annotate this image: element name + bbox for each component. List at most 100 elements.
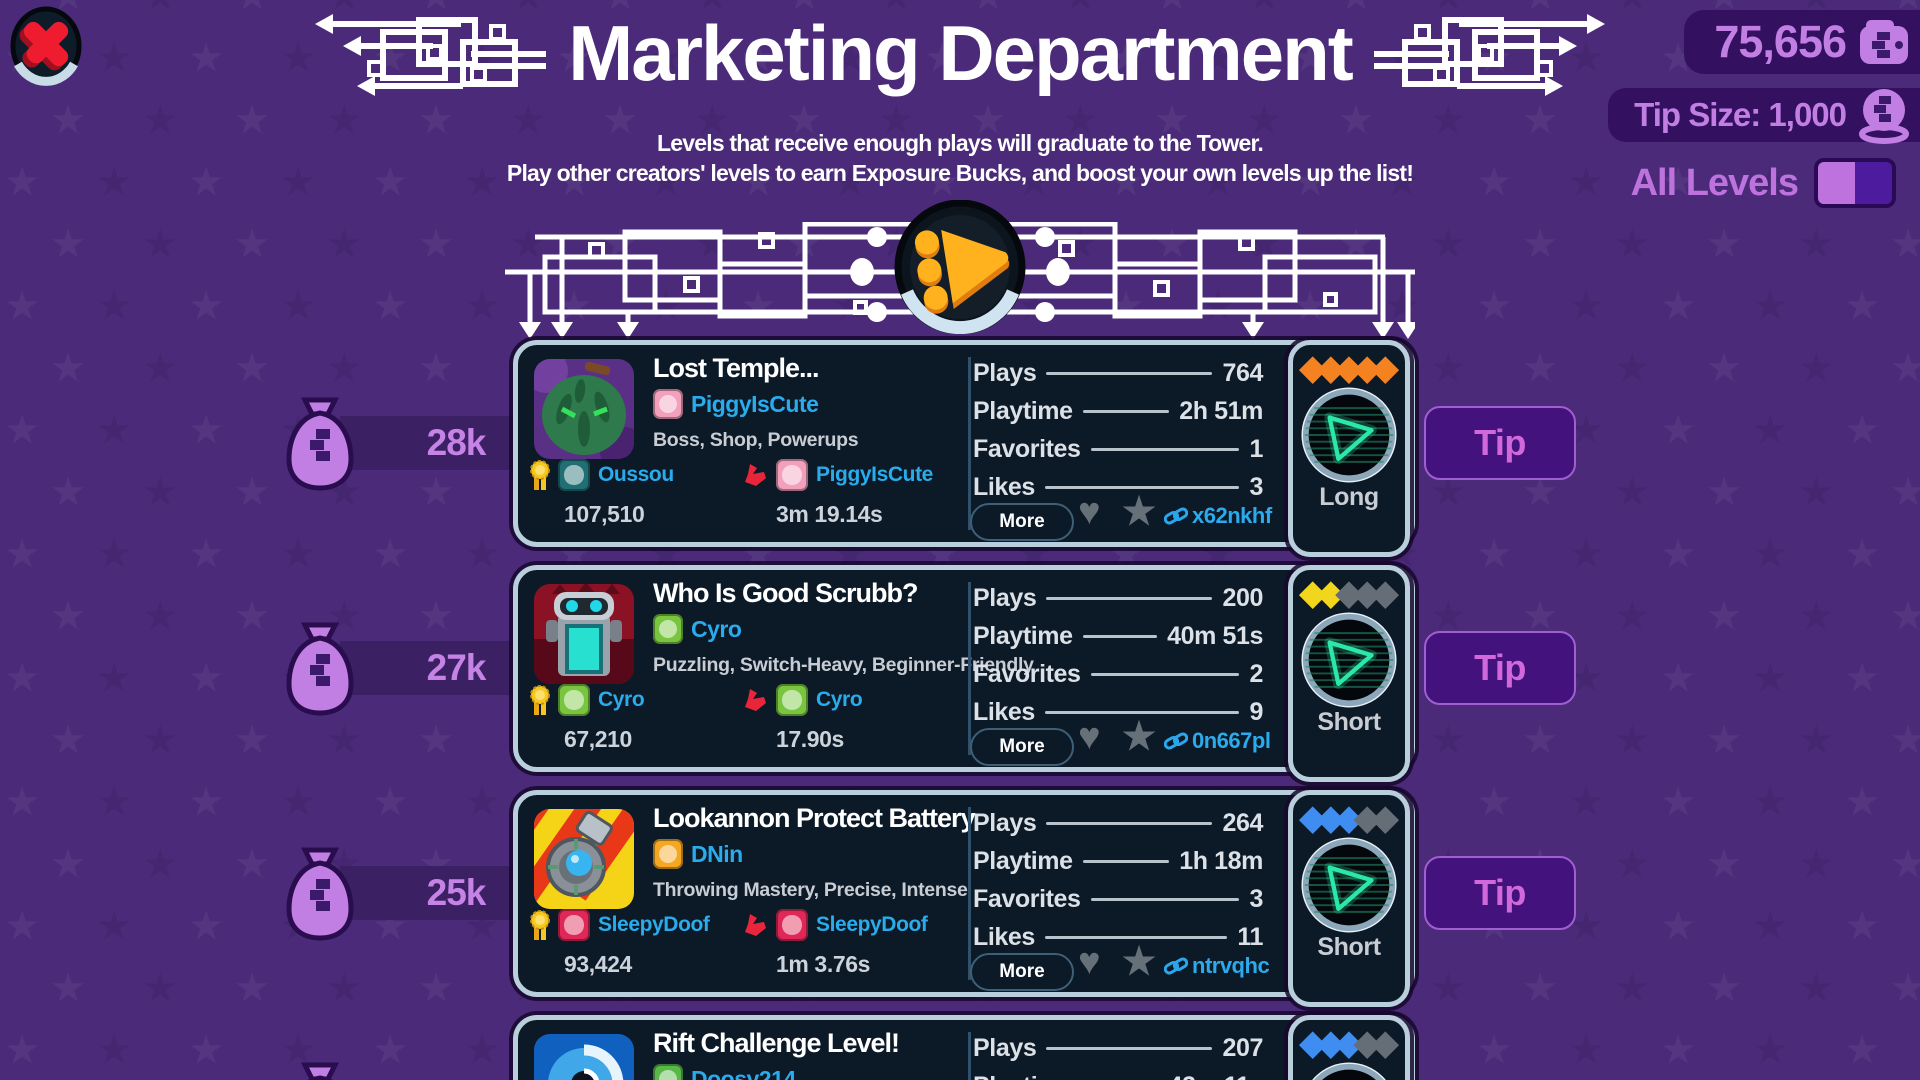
level-card: Rift Challenge Level! Doosy214 Plays 207 …: [513, 1015, 1415, 1080]
difficulty-diamond: ◆: [1317, 1024, 1344, 1062]
star-icon[interactable]: ★: [1122, 716, 1157, 758]
level-creator[interactable]: DNin: [653, 839, 743, 869]
pattern-star: ★: [420, 595, 453, 636]
level-code-link[interactable]: ntrvqhc: [1164, 953, 1270, 979]
pattern-star: ★: [6, 285, 39, 326]
difficulty-diamond: ◆: [1299, 799, 1326, 837]
pattern-star: ★: [52, 595, 85, 636]
pattern-star: ★: [466, 781, 499, 822]
pattern-star: ★: [1708, 843, 1741, 884]
level-tags: Boss, Shop, Powerups: [653, 429, 859, 451]
level-creator[interactable]: Cyro: [653, 614, 742, 644]
link-icon: [1164, 957, 1188, 975]
more-button[interactable]: More: [970, 728, 1074, 766]
money-bag-icon: [286, 847, 354, 941]
level-code-link[interactable]: 0n667pl: [1164, 728, 1271, 754]
pattern-star: ★: [1432, 967, 1465, 1008]
high-score-holder: SleepyDoof: [598, 913, 710, 936]
difficulty-diamond: ◆: [1317, 799, 1344, 837]
pattern-star: ★: [52, 223, 85, 264]
big-play-icon: [894, 199, 1026, 335]
page-title: Marketing Department: [568, 9, 1353, 97]
heart-icon[interactable]: ♥: [1078, 716, 1101, 758]
money-bag-icon: [300, 1062, 340, 1080]
title-circuit-left-icon: [315, 14, 547, 96]
pattern-star: ★: [6, 781, 39, 822]
fastest-time-holder: SleepyDoof: [816, 913, 928, 936]
pattern-star: ★: [6, 657, 39, 698]
pattern-star: ★: [236, 347, 269, 388]
pattern-star: ★: [1800, 471, 1833, 512]
pattern-star: ★: [6, 409, 39, 450]
high-score-value: 107,510: [564, 501, 645, 527]
heart-icon[interactable]: ♥: [1078, 491, 1101, 533]
more-button[interactable]: More: [970, 503, 1074, 541]
pattern-star: ★: [190, 657, 223, 698]
pattern-star: ★: [1570, 1029, 1603, 1070]
play-level-button[interactable]: [1301, 1062, 1397, 1080]
pattern-star: ★: [374, 285, 407, 326]
pattern-star: ★: [98, 285, 131, 326]
pattern-star: ★: [98, 409, 131, 450]
reward-band: 25k: [340, 866, 546, 920]
pattern-star: ★: [420, 223, 453, 264]
stats-divider: [968, 1032, 971, 1080]
star-icon[interactable]: ★: [1122, 491, 1157, 533]
pattern-star: ★: [52, 843, 85, 884]
pattern-star: ★: [282, 781, 315, 822]
level-thumbnail: [534, 359, 634, 459]
play-level-button[interactable]: [1301, 837, 1397, 933]
pattern-star: ★: [1616, 347, 1649, 388]
pattern-star: ★: [1524, 223, 1557, 264]
play-panel: ◆◆◆◆◆ Long: [1288, 340, 1410, 557]
high-score-record: SleepyDoof: [530, 909, 710, 941]
difficulty-diamonds: ◆◆◆◆◆: [1300, 349, 1399, 387]
pattern-star: ★: [420, 347, 453, 388]
level-card: Who Is Good Scrubb? Cyro Puzzling, Switc…: [513, 565, 1415, 782]
pattern-star: ★: [1846, 285, 1879, 326]
play-level-button[interactable]: [1301, 387, 1397, 483]
pattern-star: ★: [1662, 533, 1695, 574]
fastest-time-record: PiggyIsCute: [742, 459, 933, 491]
toggle-off-half: [1855, 162, 1892, 204]
tip-button[interactable]: Tip: [1424, 406, 1576, 480]
heart-icon[interactable]: ♥: [1078, 941, 1101, 983]
title-circuit-right-icon: [1373, 14, 1605, 96]
pattern-star: ★: [1754, 285, 1787, 326]
level-creator[interactable]: Doosy214: [653, 1064, 796, 1080]
fastest-time-holder: Cyro: [816, 688, 863, 711]
creator-avatar: [653, 614, 683, 644]
pattern-star: ★: [1846, 657, 1879, 698]
creator-name: PiggyIsCute: [691, 390, 819, 417]
pattern-star: ★: [1708, 967, 1741, 1008]
pattern-star: ★: [1662, 285, 1695, 326]
stat-likes: Likes 11: [973, 922, 1263, 951]
star-icon[interactable]: ★: [1122, 941, 1157, 983]
difficulty-diamond: ◆: [1335, 349, 1363, 387]
play-level-icon: [1301, 612, 1397, 708]
tip-button[interactable]: Tip: [1424, 631, 1576, 705]
more-button[interactable]: More: [970, 953, 1074, 991]
pattern-star: ★: [1800, 843, 1833, 884]
pattern-star: ★: [1708, 719, 1741, 760]
play-level-button[interactable]: [1301, 612, 1397, 708]
tip-button[interactable]: Tip: [1424, 856, 1576, 930]
difficulty-diamond: ◆: [1372, 574, 1399, 612]
pattern-star: ★: [282, 285, 315, 326]
level-code-link[interactable]: x62nkhf: [1164, 503, 1272, 529]
all-levels-toggle[interactable]: [1814, 158, 1896, 208]
play-random-level-button[interactable]: [893, 199, 1027, 337]
level-creator[interactable]: PiggyIsCute: [653, 389, 819, 419]
stat-plays: Plays 264: [973, 808, 1263, 837]
close-button[interactable]: [8, 4, 84, 91]
reward-band: 27k: [340, 641, 546, 695]
stat-plays: Plays 764: [973, 358, 1263, 387]
pattern-star: ★: [98, 905, 131, 946]
fastest-time-record: SleepyDoof: [742, 909, 928, 941]
tip-size-setting[interactable]: Tip Size: 1,000: [1608, 88, 1920, 144]
pattern-star: ★: [1570, 285, 1603, 326]
close-x-icon: [10, 6, 82, 86]
pattern-star: ★: [236, 967, 269, 1008]
pattern-star: ★: [420, 967, 453, 1008]
pattern-star: ★: [1662, 1029, 1695, 1070]
